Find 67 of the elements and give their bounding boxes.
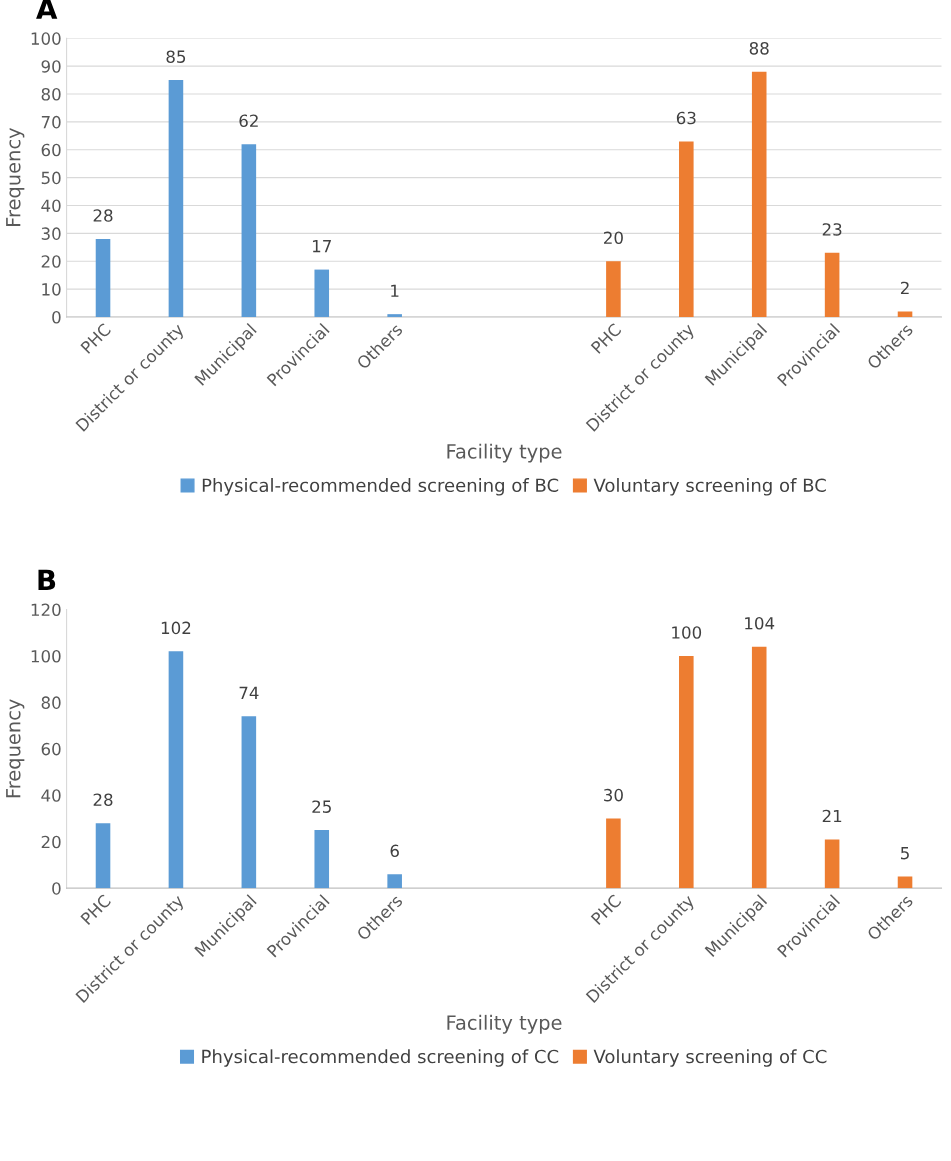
y-axis-title: Frequency [6,699,25,798]
y-tick-label: 40 [41,789,61,802]
y-tick-label: 100 [31,649,61,663]
bar [679,141,694,317]
bar [168,651,184,889]
y-tick-label: 20 [41,255,61,268]
y-tick-label: 20 [41,835,61,849]
bar [751,646,767,889]
x-axis-title: Facility type [447,443,562,463]
y-tick-label: 0 [52,310,61,324]
data-label: 30 [604,788,623,802]
data-label: 1 [391,284,399,297]
y-axis-title: Frequency [6,127,25,226]
bar [168,80,184,317]
bar [679,655,694,889]
data-label: 85 [166,50,186,63]
bar [897,876,913,889]
y-tick-label: 0 [52,882,61,895]
y-tick-label: 80 [41,696,61,709]
data-label: 21 [822,809,842,823]
legend-label: Physical-recommended screening of CC [202,1049,559,1067]
data-label: 28 [93,793,113,807]
bar [824,839,840,889]
bar [606,818,621,889]
y-tick-label: 70 [41,115,61,129]
bar [751,71,767,317]
data-label: 62 [239,114,258,128]
y-tick-label: 50 [41,171,61,185]
bar [387,874,402,889]
y-tick-label: 120 [31,603,61,617]
x-axis-title: Facility type [447,1014,562,1034]
legend-label: Voluntary screening of BC [593,478,826,496]
y-tick-label: 60 [41,742,61,756]
legend-label: Voluntary screening of CC [593,1049,827,1067]
data-label: 28 [93,209,113,222]
chart-title: B [38,569,56,591]
y-tick-label: 30 [41,227,61,240]
bar [95,238,111,317]
data-label: 25 [312,800,331,813]
data-label: 102 [161,621,191,635]
bar [387,314,402,317]
data-label: 20 [604,231,623,245]
data-label: 100 [672,626,702,639]
y-tick-label: 90 [41,60,61,73]
data-label: 6 [390,844,399,858]
legend-label: Physical-recommended screening of BC [202,478,559,496]
y-tick-label: 40 [41,199,61,213]
bar [897,311,913,317]
data-label: 104 [745,616,775,630]
data-label: 88 [749,42,769,55]
bar [241,716,257,889]
y-tick-label: 10 [42,283,61,296]
data-label: 74 [239,686,259,699]
data-label: 23 [822,223,842,236]
y-tick-label: 100 [31,32,61,45]
bar [314,269,330,317]
bar [95,823,111,889]
data-label: 17 [312,240,331,253]
data-label: 2 [900,281,909,295]
bar [606,261,621,317]
bar [314,830,330,889]
y-tick-label: 60 [41,143,61,157]
data-label: 5 [901,847,909,860]
y-tick-label: 80 [41,88,61,101]
bar [241,144,257,317]
data-label: 63 [676,111,696,125]
bar [824,252,840,317]
